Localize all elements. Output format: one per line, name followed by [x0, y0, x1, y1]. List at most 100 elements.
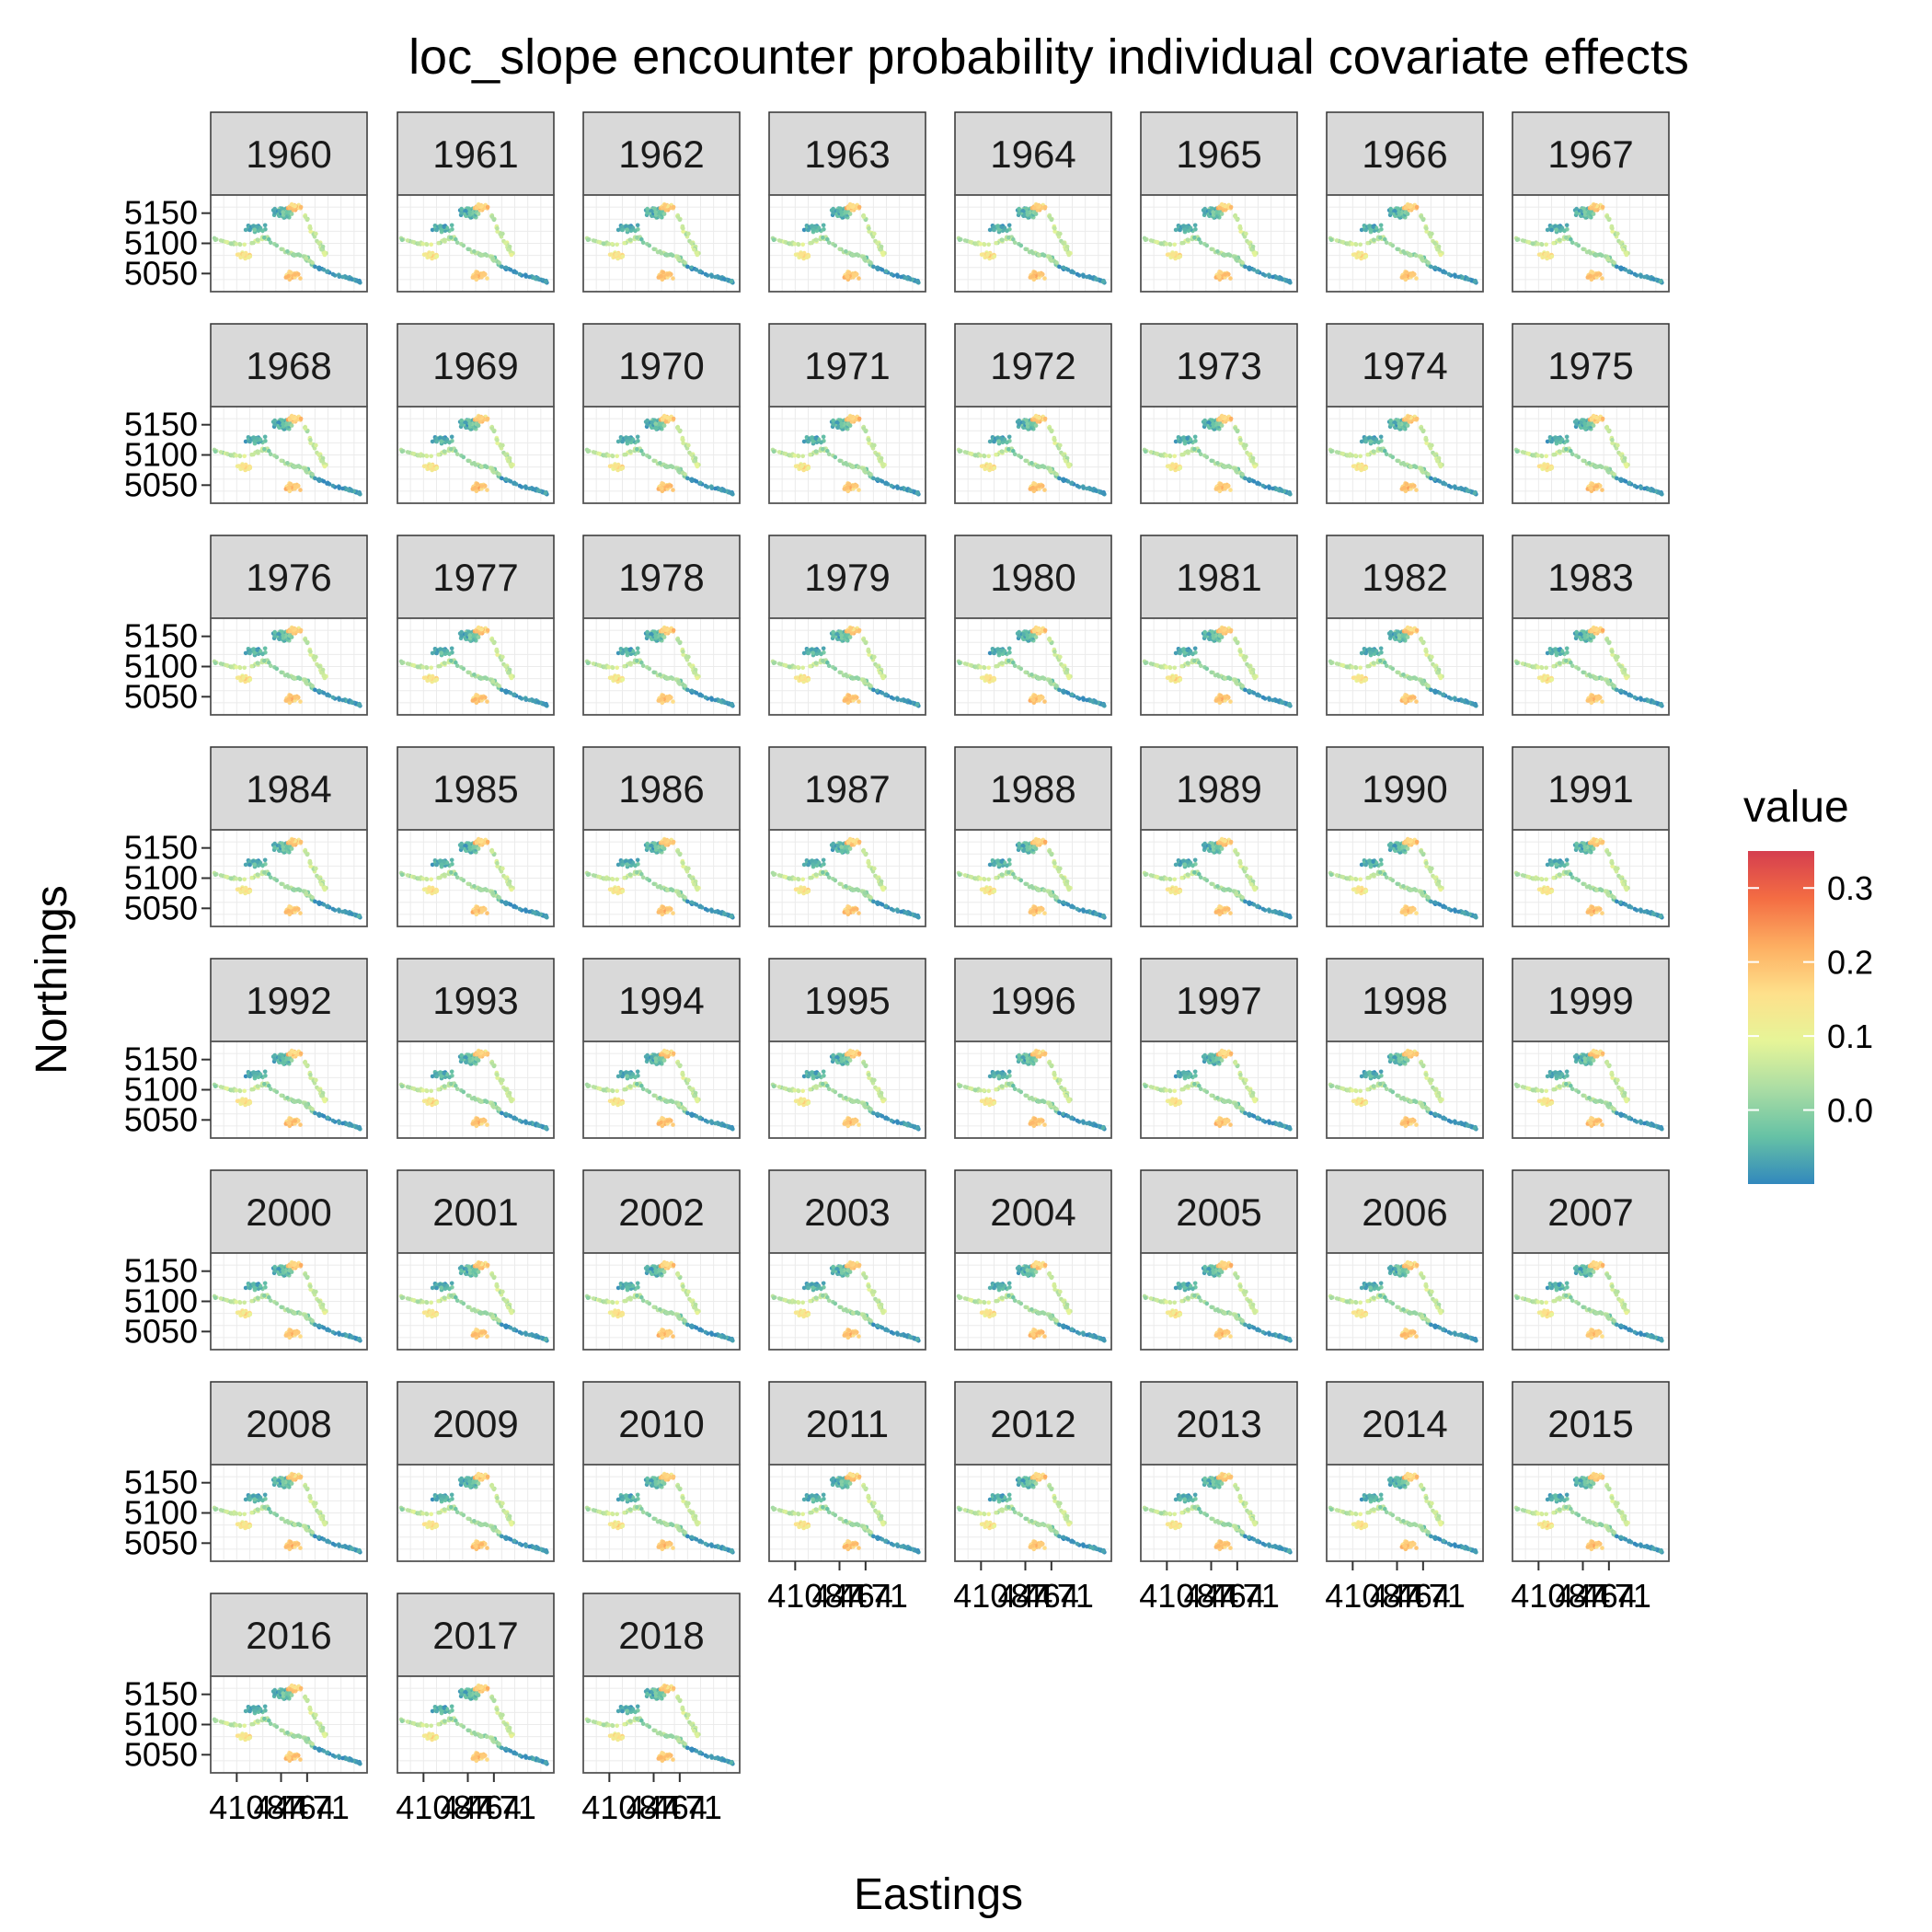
data-point [857, 488, 861, 492]
data-point [308, 229, 313, 234]
data-point [330, 483, 336, 489]
data-point [1599, 253, 1604, 259]
data-point [837, 247, 842, 252]
data-point [914, 279, 920, 284]
data-point [1576, 243, 1581, 248]
data-point [1032, 481, 1038, 487]
data-point [272, 418, 278, 423]
data-point [473, 485, 477, 490]
data-point [683, 260, 687, 265]
data-point [788, 453, 792, 458]
data-point [799, 252, 804, 258]
data-point [416, 453, 420, 458]
data-point [1535, 241, 1541, 247]
data-point [1414, 276, 1419, 281]
data-point [880, 252, 886, 258]
data-point [776, 450, 782, 454]
data-point [1202, 206, 1207, 212]
data-point [449, 235, 454, 240]
data-point [484, 465, 489, 470]
data-point [856, 253, 861, 259]
data-point [808, 452, 812, 457]
data-point [330, 271, 336, 277]
data-point [659, 273, 663, 279]
data-point [628, 449, 633, 454]
data-point [851, 464, 856, 469]
data-point [1426, 260, 1431, 265]
data-point [857, 204, 862, 210]
data-point [614, 464, 618, 469]
data-point [1396, 206, 1400, 211]
data-point [665, 272, 671, 277]
data-point [814, 237, 819, 243]
data-point [1210, 418, 1214, 423]
data-point [472, 461, 477, 466]
data-point [1328, 237, 1334, 243]
facet-strip-label: 1964 [990, 132, 1075, 176]
data-point [1006, 223, 1012, 228]
data-point [459, 210, 464, 215]
data-point [249, 240, 254, 246]
data-point [430, 227, 435, 233]
data-point [1397, 210, 1401, 214]
data-point [703, 483, 708, 489]
data-point [985, 464, 990, 469]
data-point [811, 227, 815, 232]
data-point [262, 235, 267, 240]
data-point [986, 242, 991, 247]
data-point [1658, 279, 1663, 284]
data-point [1006, 434, 1012, 440]
data-point [695, 252, 700, 258]
data-point [660, 418, 665, 422]
data-point [1061, 241, 1065, 246]
data-point [508, 268, 513, 272]
data-point [1244, 231, 1248, 236]
data-point [449, 434, 454, 440]
data-point [434, 466, 440, 471]
data-point [268, 452, 273, 457]
data-point [622, 240, 627, 246]
facet-panel: 1962 [582, 111, 741, 293]
data-point [1065, 479, 1071, 484]
data-point [620, 254, 626, 259]
data-point [1058, 231, 1063, 236]
data-point [776, 238, 782, 243]
data-point [1437, 268, 1443, 272]
data-point [1409, 252, 1413, 258]
data-point [985, 252, 990, 258]
data-point [429, 454, 434, 459]
data-point [1093, 489, 1098, 493]
data-point [477, 202, 482, 208]
data-point [1202, 210, 1207, 215]
data-point [845, 485, 849, 490]
data-point [625, 439, 629, 444]
data-point [1054, 260, 1059, 265]
facet-strip-label: 1961 [432, 132, 518, 176]
data-point [838, 206, 843, 211]
data-point [247, 254, 253, 259]
data-point [497, 260, 501, 265]
data-point [1334, 238, 1340, 243]
data-point [610, 242, 615, 247]
data-point [1215, 249, 1220, 254]
data-point [213, 237, 218, 243]
data-point [1570, 240, 1575, 246]
data-point [868, 472, 873, 477]
data-point [659, 485, 663, 490]
data-point [628, 237, 633, 243]
data-point [831, 210, 835, 215]
data-point [1472, 279, 1478, 284]
data-point [597, 240, 603, 245]
data-point [274, 243, 280, 248]
data-point [1234, 256, 1239, 261]
data-point [862, 256, 868, 261]
data-point [290, 202, 295, 208]
data-point [489, 214, 495, 220]
data-point [1042, 488, 1047, 492]
data-point [671, 204, 676, 210]
facet-panel: 1973 [1140, 323, 1298, 504]
data-point [806, 254, 811, 259]
data-point [800, 454, 805, 459]
facet-strip-label: 1972 [990, 344, 1075, 387]
data-point [322, 252, 328, 258]
